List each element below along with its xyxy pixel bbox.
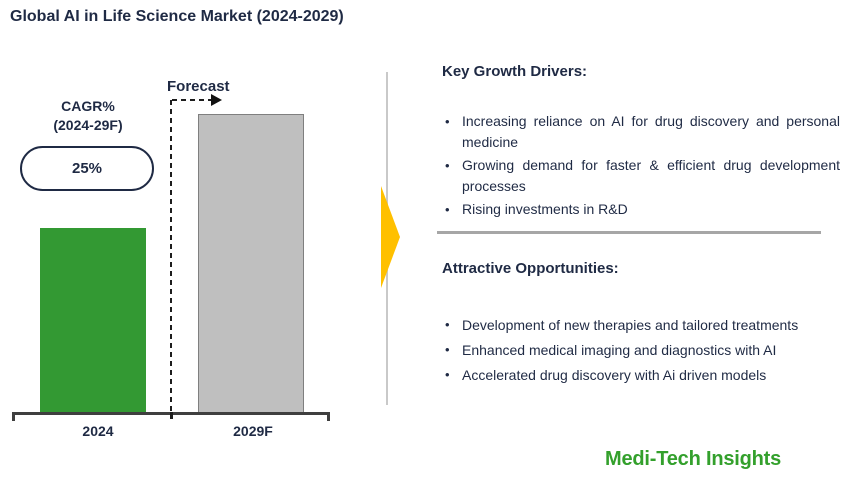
opportunities-heading: Attractive Opportunities: (442, 260, 619, 277)
bar-2029f (198, 114, 304, 414)
list-item: • Rising investments in R&D (444, 199, 840, 220)
driver-item-text: Growing demand for faster & efficient dr… (462, 157, 840, 194)
list-item: • Development of new therapies and tailor… (444, 314, 840, 336)
forecast-arrow-line (172, 99, 212, 101)
x-label-2024: 2024 (82, 423, 114, 439)
cagr-value: 25% (71, 160, 103, 177)
cagr-label: CAGR% (2024-29F) (18, 97, 158, 135)
forecast-dashed-divider (170, 100, 172, 418)
bullet-icon: • (445, 114, 450, 129)
x-axis-tick-middle (170, 412, 173, 419)
brand-logo: Medi-Tech Insights (605, 448, 782, 470)
cagr-value-badge: 25% (20, 146, 154, 191)
bullet-icon: • (445, 342, 450, 357)
x-label-2029f: 2029F (233, 423, 273, 439)
drivers-heading: Key Growth Drivers: (442, 63, 588, 80)
list-item: • Increasing reliance on AI for drug disc… (444, 111, 840, 153)
bar-2024 (40, 228, 146, 414)
page-title: Global AI in Life Science Market (2024-2… (10, 8, 344, 25)
opportunity-item-text: Development of new therapies and tailore… (462, 317, 799, 333)
bullet-icon: • (445, 367, 450, 382)
bullet-icon: • (445, 317, 450, 332)
list-item: • Growing demand for faster & efficient d… (444, 155, 840, 197)
list-item: • Enhanced medical imaging and diagnostic… (444, 339, 840, 361)
right-arrow-icon (381, 186, 400, 288)
opportunities-list: • Development of new therapies and tailor… (444, 314, 840, 389)
opportunity-item-text: Accelerated drug discovery with Ai drive… (462, 367, 767, 383)
opportunity-item-text: Enhanced medical imaging and diagnostics… (462, 342, 777, 358)
forecast-label: Forecast (167, 78, 230, 95)
cagr-heading: CAGR% (61, 98, 115, 114)
list-item: • Accelerated drug discovery with Ai driv… (444, 364, 840, 386)
cagr-subheading: (2024-29F) (53, 117, 123, 133)
section-divider (437, 231, 821, 234)
forecast-arrowhead-icon (211, 94, 222, 106)
x-axis-tick-left (12, 412, 15, 421)
driver-item-text: Increasing reliance on AI for drug disco… (462, 113, 840, 150)
bullet-icon: • (445, 158, 450, 173)
x-axis-tick-right (327, 412, 330, 421)
driver-item-text: Rising investments in R&D (462, 201, 628, 217)
drivers-list: • Increasing reliance on AI for drug disc… (444, 111, 840, 222)
bullet-icon: • (445, 202, 450, 217)
